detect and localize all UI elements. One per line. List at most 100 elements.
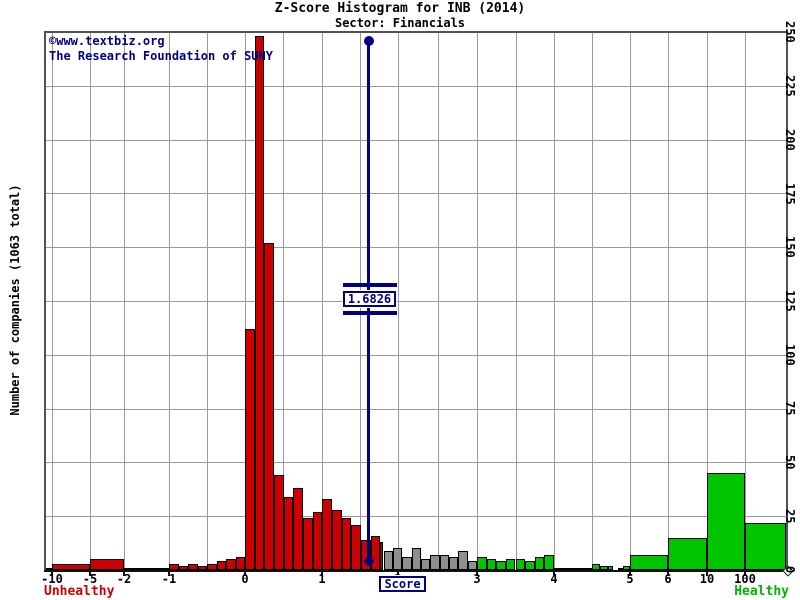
y-axis-label: Number of companies (1063 total) <box>8 184 22 416</box>
histogram-bar <box>668 538 707 570</box>
histogram-bar <box>402 557 412 570</box>
histogram-bar <box>505 559 516 570</box>
histogram-bar <box>623 566 630 570</box>
histogram-bar <box>351 525 361 570</box>
histogram-bar <box>341 518 352 570</box>
x-tick-label: 10 <box>699 572 715 586</box>
histogram-bar <box>216 561 226 570</box>
y-tick-label: 100 <box>783 344 797 366</box>
histogram-bar <box>332 510 342 570</box>
x-tick-mark <box>168 572 170 576</box>
gridline-horizontal <box>46 86 786 87</box>
x-tick-label: 0 <box>241 572 249 586</box>
marker-crossbar-upper <box>343 283 397 287</box>
histogram-bar <box>486 559 497 570</box>
x-tick-mark <box>321 572 323 576</box>
x-axis-line <box>44 570 788 572</box>
histogram-bar <box>745 523 786 570</box>
x-tick-mark <box>476 572 478 576</box>
histogram-bar <box>197 566 207 570</box>
histogram-bar <box>283 497 294 570</box>
x-axis-title: Score <box>379 576 426 592</box>
histogram-bar <box>430 555 440 570</box>
histogram-bar <box>383 551 393 570</box>
y-tick-label: 0 <box>783 566 797 574</box>
histogram-bar <box>630 555 668 570</box>
histogram-bar <box>226 559 236 570</box>
watermark-line1: ©www.textbiz.org <box>49 34 165 48</box>
gridline-horizontal <box>46 247 786 248</box>
marker-crossbar-lower <box>343 311 397 315</box>
histogram-bar <box>245 329 255 570</box>
histogram-bar <box>235 557 245 570</box>
histogram-bar <box>458 551 468 570</box>
x-tick-mark <box>397 572 399 576</box>
histogram-bar <box>707 473 745 570</box>
chart-subtitle: Sector: Financials <box>334 16 466 30</box>
gridline-horizontal <box>46 301 786 302</box>
histogram-bar <box>544 555 554 570</box>
histogram-bar <box>554 568 592 570</box>
watermark: ©www.textbiz.org The Research Foundation… <box>49 34 273 64</box>
histogram-bar <box>303 518 313 570</box>
histogram-bar <box>393 548 403 570</box>
histogram-bar <box>380 542 384 570</box>
y-tick-label: 25 <box>783 509 797 524</box>
histogram-bar <box>293 488 303 570</box>
histogram-bar <box>449 557 459 570</box>
x-tick-mark <box>706 572 708 576</box>
histogram-bar <box>188 564 198 570</box>
x-tick-mark <box>51 572 53 576</box>
histogram-bar <box>361 540 371 570</box>
histogram-bar <box>618 568 623 570</box>
histogram-bar <box>169 564 179 570</box>
x-tick-label: 3 <box>473 572 481 586</box>
y-tick-label: 175 <box>783 182 797 205</box>
histogram-bar <box>600 566 608 570</box>
x-tick-mark <box>629 572 631 576</box>
histogram-bar <box>467 561 477 570</box>
unhealthy-label: Unhealthy <box>44 584 115 599</box>
histogram-bar <box>52 564 90 570</box>
x-tick-mark <box>553 572 555 576</box>
x-tick-label: 4 <box>550 572 558 586</box>
histogram-bar <box>592 564 600 570</box>
x-tick-label: -5 <box>82 572 98 586</box>
y-tick-label: 50 <box>783 455 797 470</box>
histogram-bar <box>254 36 265 570</box>
histogram-bar <box>534 557 545 570</box>
gridline-horizontal <box>46 193 786 194</box>
gridline-horizontal <box>46 409 786 410</box>
x-tick-label: 6 <box>664 572 672 586</box>
histogram-bar <box>370 536 381 570</box>
x-tick-mark <box>123 572 125 576</box>
x-tick-label: 5 <box>626 572 634 586</box>
y-tick-label: 225 <box>783 75 797 97</box>
x-tick-label: -1 <box>161 572 177 586</box>
histogram-bar <box>322 499 332 570</box>
x-tick-mark <box>244 572 246 576</box>
gridline-horizontal <box>46 355 786 356</box>
plot-border-right <box>786 31 788 570</box>
histogram-bar <box>178 566 188 570</box>
gridline-horizontal <box>46 462 786 463</box>
watermark-line2: The Research Foundation of SUNY <box>49 49 273 63</box>
histogram-bar <box>515 559 526 570</box>
x-tick-mark <box>667 572 669 576</box>
histogram-bar <box>411 548 421 570</box>
gridline-horizontal <box>46 516 786 517</box>
healthy-label: Healthy <box>734 584 789 599</box>
gridline-horizontal <box>46 140 786 141</box>
y-tick-label: 75 <box>783 401 797 416</box>
x-tick-mark <box>744 572 746 576</box>
marker-value-label: 1.6826 <box>343 291 396 307</box>
histogram-bar <box>496 561 506 570</box>
histogram-bar <box>264 243 274 570</box>
x-tick-label: 1 <box>318 572 326 586</box>
page-title: Z-Score Histogram for INB (2014) <box>274 1 526 16</box>
histogram-bar <box>90 559 124 570</box>
histogram-bar <box>525 561 535 570</box>
histogram-bar <box>439 555 449 570</box>
histogram-bar <box>312 512 323 570</box>
y-tick-label: 150 <box>783 236 797 259</box>
